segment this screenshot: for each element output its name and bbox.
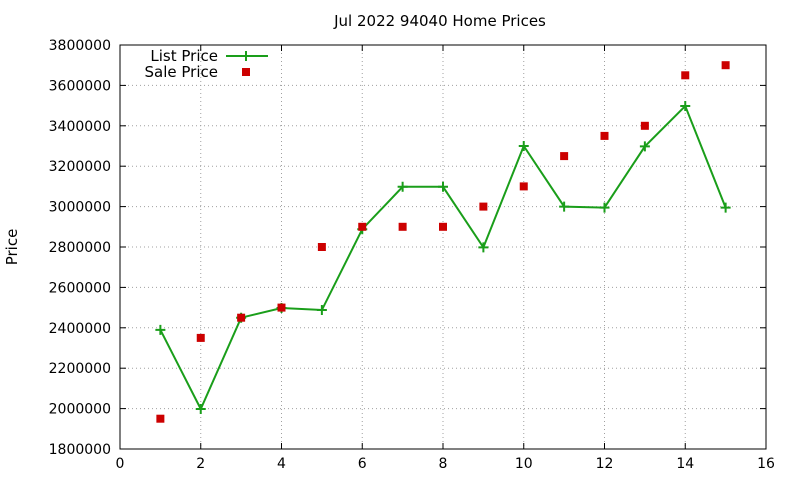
sale-price-point: [439, 222, 447, 231]
chart-title: Jul 2022 94040 Home Prices: [333, 12, 546, 30]
sale-price-point: [681, 71, 690, 80]
list-price-point: [639, 141, 650, 152]
legend-marker-list-price: [241, 51, 251, 61]
sale-price-point: [479, 202, 488, 211]
legend-label: Sale Price: [145, 63, 218, 81]
x-tick-label: 14: [676, 456, 694, 472]
list-price-point: [680, 101, 691, 112]
list-price-point: [316, 305, 327, 316]
y-axis-label: Price: [3, 229, 21, 266]
list-price-point: [155, 324, 166, 335]
x-tick-label: 6: [358, 456, 367, 472]
y-tick-label: 3400000: [49, 119, 111, 135]
x-tick-label: 8: [439, 456, 448, 472]
legend-label: List Price: [150, 47, 218, 65]
y-tick-label: 2200000: [49, 361, 111, 377]
sale-price-point: [398, 222, 407, 231]
sale-price-point: [519, 182, 528, 191]
list-price-point: [438, 181, 448, 192]
sale-price-point: [600, 131, 609, 140]
x-tick-label: 2: [196, 456, 205, 472]
y-tick-label: 2000000: [49, 402, 111, 418]
y-tick-label: 3800000: [49, 38, 111, 54]
x-tick-label: 0: [116, 456, 125, 472]
list-price-point: [599, 202, 610, 213]
list-price-point: [195, 404, 206, 415]
legend-swatch-sale-price: [242, 68, 250, 76]
sale-price-point: [560, 152, 569, 161]
sale-price-point: [237, 313, 246, 322]
series: [155, 61, 731, 423]
x-tick-label: 12: [596, 456, 614, 472]
list-price-point: [720, 202, 731, 213]
x-tick-label: 16: [757, 456, 775, 472]
y-tick-label: 2600000: [49, 280, 111, 296]
y-tick-label: 2400000: [49, 321, 111, 337]
sale-price-point: [640, 121, 649, 130]
sale-price-point: [196, 333, 205, 342]
series-sale-price: [156, 61, 730, 423]
sale-price-point: [721, 61, 730, 70]
y-tick-label: 3600000: [49, 78, 111, 94]
y-tick-label: 3000000: [49, 200, 111, 216]
list-price-point: [478, 242, 489, 253]
list-price-point: [397, 181, 408, 192]
x-tick-label: 10: [515, 456, 533, 472]
sale-price-point: [317, 243, 326, 251]
y-tick-label: 3200000: [49, 159, 111, 175]
y-tick-label: 2800000: [49, 240, 111, 256]
list-price-point: [518, 141, 529, 151]
x-tick-label: 4: [277, 456, 286, 472]
axis-ticks: 1800000 2000000 2200000 2400000 2600000 28000…: [49, 38, 775, 472]
y-tick-label: 1800000: [49, 442, 111, 458]
sale-price-point: [277, 303, 286, 312]
sale-price-point: [358, 222, 367, 231]
sale-price-point: [156, 414, 165, 423]
list-price-point: [559, 201, 570, 212]
grid: [120, 45, 766, 449]
